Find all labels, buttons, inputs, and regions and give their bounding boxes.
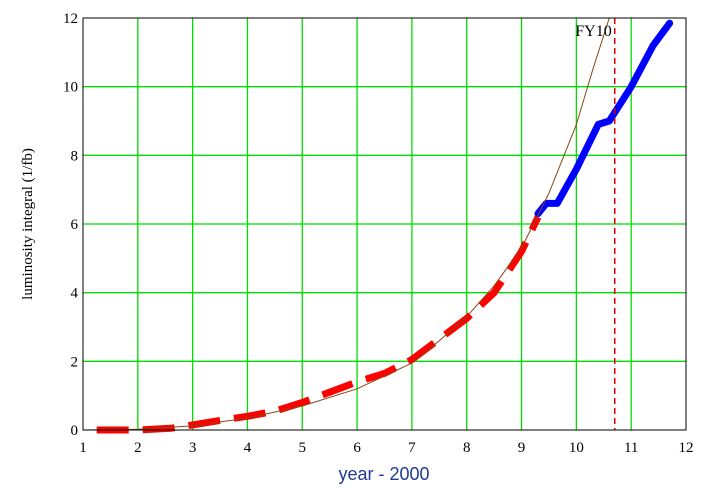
y-tick-label: 4 — [71, 286, 79, 302]
x-tick-label: 7 — [408, 440, 416, 456]
x-tick-label: 5 — [299, 440, 307, 456]
x-axis-label: year - 2000 — [338, 464, 429, 484]
y-tick-label: 10 — [63, 80, 78, 96]
y-tick-label: 0 — [71, 423, 79, 439]
x-tick-label: 4 — [244, 440, 252, 456]
x-tick-label: 8 — [463, 440, 471, 456]
x-tick-label: 3 — [189, 440, 197, 456]
x-tick-labels: 1 2 3 4 5 6 7 8 9 10 11 12 — [79, 440, 693, 456]
series-layer — [82, 17, 674, 434]
annotation-layer: FY10 — [575, 18, 616, 430]
y-tick-label: 6 — [71, 217, 79, 233]
x-tick-label: 9 — [518, 440, 526, 456]
series-line-thick-dashed — [96, 215, 542, 434]
y-tick-label: 2 — [71, 354, 79, 370]
x-tick-label: 1 — [79, 440, 87, 456]
y-tick-labels: 0 2 4 6 8 10 12 — [63, 11, 79, 439]
y-tick-label: 12 — [63, 11, 78, 27]
x-tick-label: 12 — [679, 440, 694, 456]
grid-lines — [83, 18, 686, 430]
x-tick-label: 11 — [624, 440, 638, 456]
series-line-thick-solid — [534, 19, 674, 218]
y-axis-label: luminosity integral (1/fb) — [20, 148, 36, 300]
x-tick-label: 6 — [353, 440, 361, 456]
fy10-label: FY10 — [575, 23, 611, 40]
series-line-thin-solid — [82, 17, 610, 431]
x-tick-label: 10 — [569, 440, 584, 456]
plot-frame — [82, 17, 687, 431]
x-tick-label: 2 — [134, 440, 142, 456]
y-tick-label: 8 — [71, 148, 79, 164]
